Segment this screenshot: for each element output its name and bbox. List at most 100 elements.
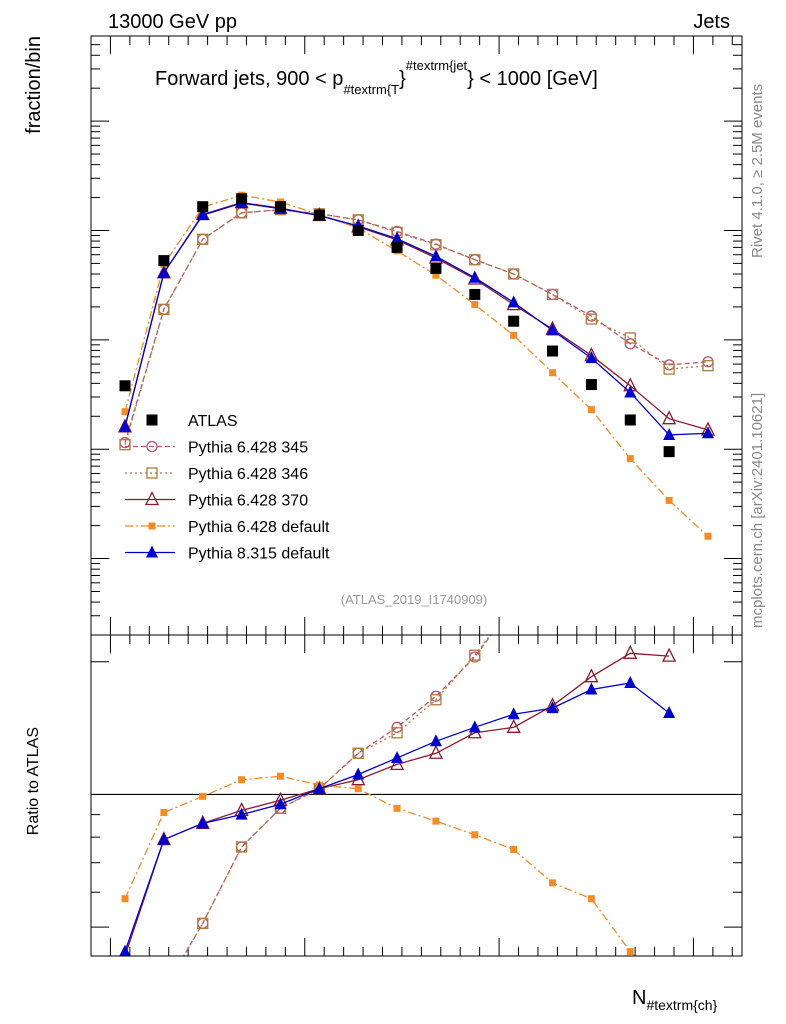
legend-marker-1 [146, 440, 158, 453]
legend: ATLAS Pythia 6.428 345 Pythia 6.428 346 Pyt… [125, 413, 330, 563]
ratio-point-s4-3 [235, 807, 248, 820]
ratio-line-4 [124, 682, 670, 952]
ratio-point-s3-7 [393, 804, 401, 812]
data-point-s0-14 [663, 446, 675, 458]
x-tick-label: 0 [105, 965, 116, 987]
ratio-point-s3-2 [199, 792, 207, 800]
legend-label-0: ATLAS [188, 413, 238, 430]
series-line-5 [124, 202, 709, 436]
analysis-id-label: (ATLAS_2019_I1740909) [341, 592, 487, 607]
x-axis-label-sub: #textrm{ch} [646, 997, 717, 1013]
ratio-point-s4-11 [546, 701, 559, 714]
y-tick-exponent: −4 [64, 544, 80, 560]
data-point-s5-14 [663, 427, 676, 440]
ratio-point-s0-12 [586, 515, 596, 525]
ratio-point-s0-1 [159, 985, 169, 995]
legend-label-5: Pythia 8.315 default [188, 546, 330, 563]
y-tick-exponent: −3 [64, 434, 80, 450]
data-point-s5-7 [391, 231, 404, 244]
ratio-point-s3-9 [471, 831, 479, 839]
ratio-point-s2-14 [662, 647, 677, 662]
data-point-s5-15 [701, 426, 714, 439]
ratio-point-s1-6 [352, 747, 364, 759]
data-point-s5-10 [507, 295, 520, 308]
title-tail: } < 1000 [GeV] [467, 68, 598, 90]
ratio-point-s1-8 [430, 694, 442, 706]
data-point-s5-8 [429, 249, 442, 262]
data-point-s0-2 [197, 201, 209, 213]
ratio-point-s1-3 [235, 841, 248, 853]
ratio-point-s4-5 [313, 781, 326, 794]
data-point-s0-12 [585, 379, 597, 391]
y-tick-base: 10 [42, 331, 64, 353]
data-point-s2-10 [508, 268, 520, 280]
data-point-s4-14 [665, 496, 673, 504]
y-tick-base: 10 [42, 221, 64, 243]
ratio-y-tick-label: 2 [69, 652, 80, 674]
y-tick-base: 10 [42, 550, 64, 572]
data-point-s3-14 [662, 410, 677, 425]
title-superscript: #textrm{jet [406, 58, 468, 73]
legend-label-2: Pythia 6.428 346 [188, 466, 308, 483]
ratio-point-s4-14 [663, 706, 676, 719]
ratio-point-s3-8 [432, 817, 440, 825]
ratio-point-s3-4 [276, 772, 284, 780]
x-axis-label-main: N [632, 987, 646, 1009]
y-tick-label: 10−1 [42, 215, 80, 243]
ratio-point-s4-7 [391, 750, 404, 763]
legend-marker-0 [146, 414, 158, 426]
ratio-point-s4-9 [468, 720, 481, 733]
title-subscript: #textrm{T [343, 82, 399, 97]
ratio-point-s2-10 [506, 718, 521, 733]
data-point-s2-13 [624, 332, 636, 344]
ratio-point-s1-9 [469, 649, 481, 661]
ratio-point-s2-13 [623, 644, 638, 659]
ratio-point-s4-2 [196, 816, 209, 829]
y-tick-base: 1 [69, 112, 80, 134]
legend-marker-2 [146, 467, 158, 479]
ratio-point-s3-10 [510, 846, 518, 854]
data-point-s0-5 [313, 209, 325, 221]
main-panel: 10−410−310−210−11 [42, 36, 742, 635]
ratio-point-s0-0 [120, 1020, 130, 1024]
data-point-s4-15 [704, 532, 712, 540]
ratio-line-2 [124, 652, 670, 956]
ratio-point-s4-1 [157, 832, 170, 845]
ratio-point-s3-11 [549, 879, 557, 887]
ratio-point-s4-10 [507, 707, 520, 720]
y-tick-label: 10−3 [42, 434, 80, 462]
data-point-s0-0 [119, 380, 131, 392]
x-tick-label: 20 [294, 965, 316, 987]
ratio-point-s0-3 [235, 841, 248, 853]
ratio-point-s4-13 [624, 675, 637, 688]
x-axis-label: N#textrm{ch} [632, 987, 718, 1013]
data-point-s4-9 [471, 301, 479, 309]
ratio-point-s1-7 [391, 727, 403, 739]
data-point-s5-11 [546, 323, 559, 336]
ratio-point-s3-12 [587, 895, 595, 903]
ratio-point-s4-4 [274, 797, 287, 810]
data-point-s5-13 [624, 385, 637, 398]
ratio-point-s0-11 [548, 561, 558, 571]
data-point-s1-13 [624, 338, 636, 350]
ratio-point-s4-6 [352, 767, 365, 780]
legend-marker-4 [148, 522, 156, 530]
legend-marker-5 [146, 545, 158, 558]
data-point-s0-13 [624, 414, 636, 426]
data-point-s4-10 [510, 331, 518, 339]
legend-label-4: Pythia 6.428 default [188, 519, 330, 536]
series-line-4 [124, 194, 709, 537]
data-point-s0-11 [547, 345, 559, 357]
data-point-s2-15 [702, 360, 714, 372]
ratio-point-s2-12 [584, 668, 599, 683]
beam-label: 13000 GeV pp [108, 11, 237, 33]
legend-label-1: Pythia 6.428 345 [188, 440, 308, 457]
data-point-s2-12 [585, 313, 598, 325]
data-point-s4-0 [121, 408, 129, 416]
ratio-point-s1-12 [586, 524, 596, 534]
ratio-point-s4-12 [585, 682, 598, 695]
y-tick-exponent: −2 [64, 325, 80, 341]
data-point-s2-9 [469, 254, 481, 266]
